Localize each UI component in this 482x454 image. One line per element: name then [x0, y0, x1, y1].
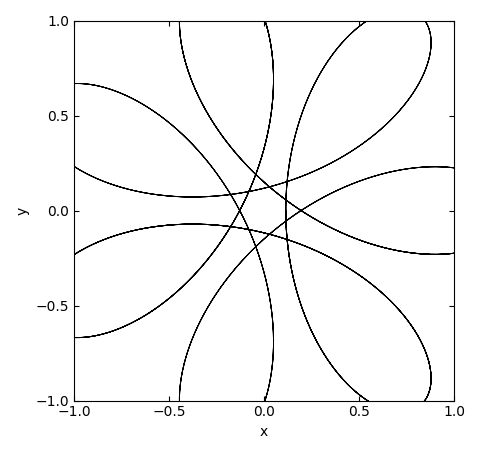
Y-axis label: y: y — [16, 207, 30, 215]
X-axis label: x: x — [260, 425, 268, 439]
